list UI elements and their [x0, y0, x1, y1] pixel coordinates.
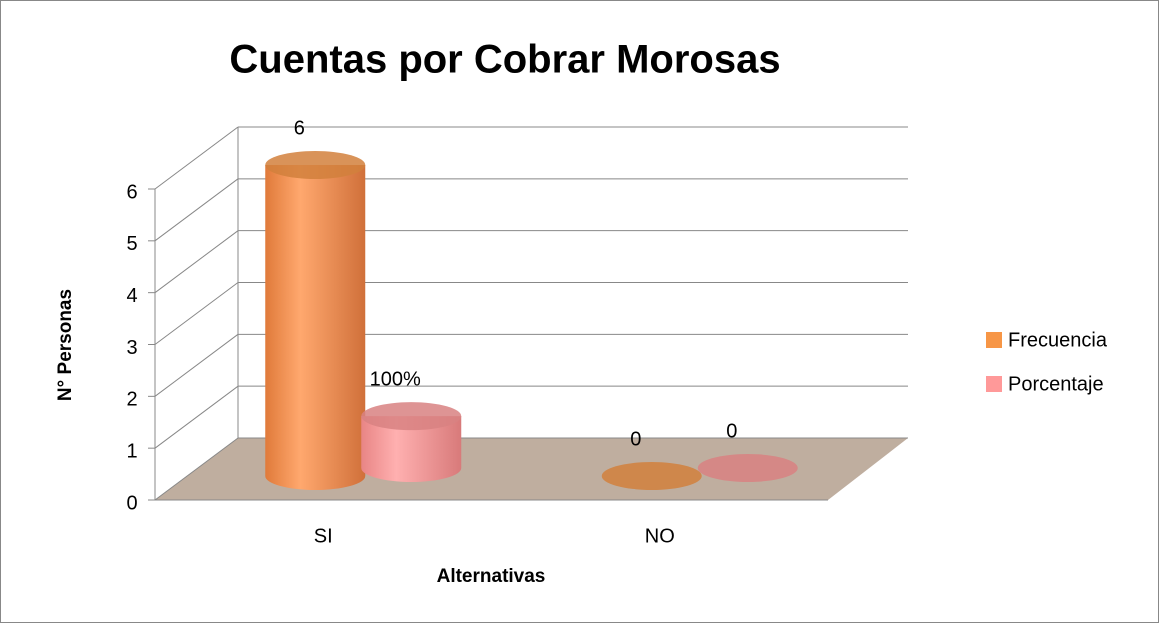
cylinder-top — [361, 402, 462, 431]
grid-line — [154, 333, 239, 397]
grid-line — [154, 282, 239, 345]
cylinder-top — [697, 454, 798, 482]
grid-line — [154, 126, 239, 190]
legend-swatch — [986, 332, 1002, 348]
data-label: 6 — [294, 117, 305, 139]
grid-line — [154, 437, 239, 501]
x-tick-label: SI — [314, 525, 333, 547]
y-tick-label: 3 — [126, 337, 137, 359]
legend-label: Frecuencia — [1008, 329, 1108, 351]
data-label: 0 — [630, 428, 641, 450]
chart-title: Cuentas por Cobrar Morosas — [229, 38, 780, 82]
y-tick-label: 1 — [126, 440, 137, 462]
cylinder-top — [601, 462, 702, 490]
y-tick-label: 4 — [126, 285, 137, 307]
x-tick-label: NO — [645, 525, 675, 547]
data-label: 0 — [726, 420, 737, 442]
y-tick-label: 5 — [126, 233, 137, 255]
grid-line — [154, 230, 239, 294]
y-tick-label: 0 — [126, 492, 137, 514]
y-tick-label: 2 — [126, 389, 137, 411]
legend-swatch — [986, 376, 1002, 392]
y-axis-title: N° Personas — [55, 289, 76, 401]
grid-line — [154, 385, 239, 449]
cylinder — [361, 416, 462, 482]
cylinder-top — [265, 151, 366, 179]
cylinder — [265, 165, 366, 490]
x-axis-title: Alternativas — [437, 566, 546, 587]
grid-line — [154, 178, 239, 242]
y-tick-label: 6 — [126, 181, 137, 203]
legend-label: Porcentaje — [1008, 373, 1104, 395]
data-label: 100% — [370, 368, 421, 390]
